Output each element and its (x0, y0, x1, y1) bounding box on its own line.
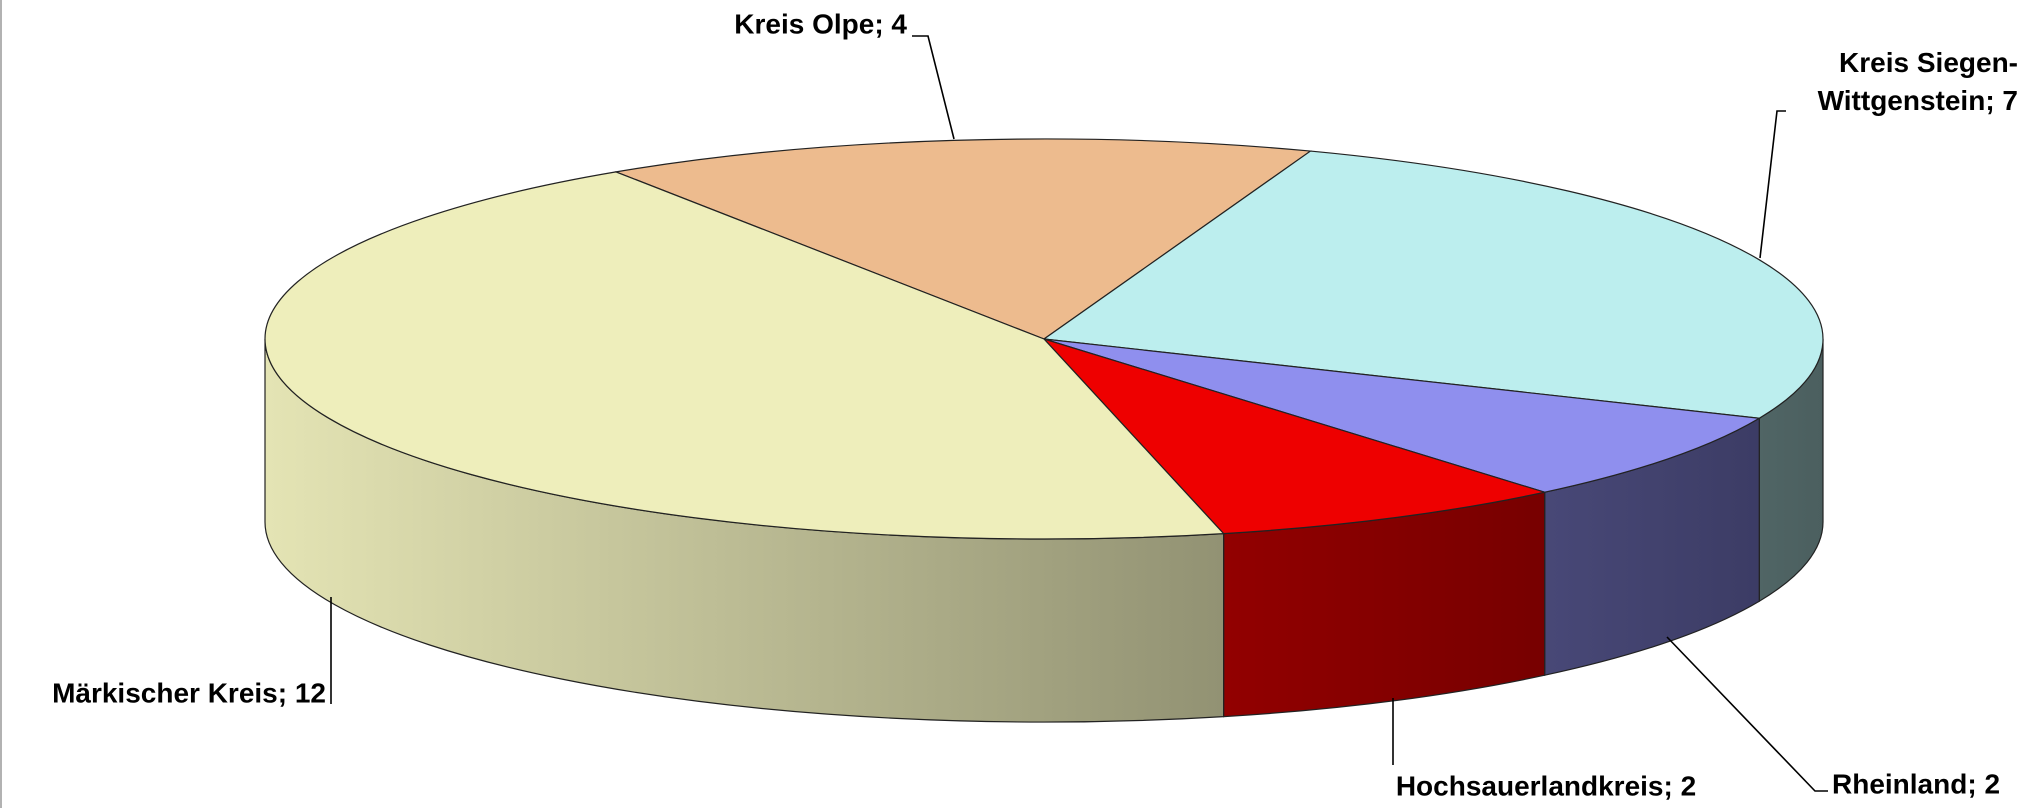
leader-line (1666, 636, 1828, 792)
pie-tops (264, 138, 1824, 540)
label-line: Wittgenstein; 7 (1818, 85, 2018, 116)
leader-line (912, 35, 955, 140)
leader-line (1759, 110, 1786, 259)
pie-slice (264, 171, 1225, 540)
data-label: Hochsauerlandkreis; 2 (1396, 770, 1696, 801)
data-labels: Kreis Olpe; 4 Kreis Siegen- Wittgenstein; … (52, 8, 2018, 801)
data-label: Märkischer Kreis; 12 (52, 677, 326, 708)
pie-slice (1042, 150, 1824, 419)
pie-slice (1043, 338, 1762, 493)
pie-sides (264, 338, 1824, 723)
data-label: Kreis Olpe; 4 (734, 8, 907, 39)
pie-slice (613, 138, 1313, 340)
data-label: Kreis Siegen- Wittgenstein; 7 (1818, 47, 2018, 116)
pie-slice (1042, 337, 1548, 535)
label-line: Kreis Siegen- (1839, 47, 2018, 78)
data-label: Rheinland; 2 (1832, 768, 2000, 799)
